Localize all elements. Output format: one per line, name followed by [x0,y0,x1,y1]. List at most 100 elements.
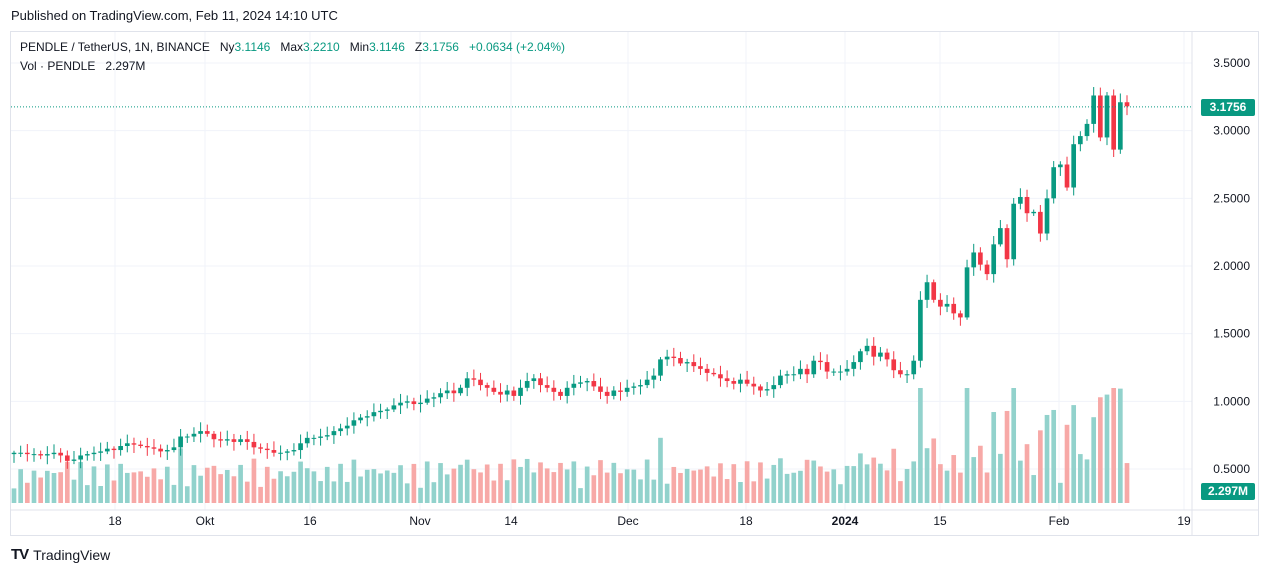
volume-bar [338,463,343,503]
volume-bar [1071,405,1077,503]
candle-body [191,433,197,437]
candle-body [311,437,317,439]
candle-body [158,448,163,452]
candle-body [124,443,130,446]
symbol-label[interactable]: PENDLE / TetherUS, 1N, BINANCE [20,40,210,54]
candle-body [744,379,750,384]
candle-body [871,345,877,357]
candle-body [584,381,590,383]
candle-body [991,244,997,275]
candle-body [211,433,217,440]
candle-body [204,431,210,434]
candle-body [511,390,517,396]
volume-bar [1084,459,1090,503]
candle-body [458,387,463,394]
candle-body [911,360,917,375]
volume-bar [1111,388,1117,503]
volume-bar [191,465,197,503]
volume-bar [784,473,790,503]
candle-body [878,352,883,357]
volume-bar [418,487,423,503]
candle-body [138,444,143,446]
volume-bar [51,473,57,503]
candle-body [58,452,63,456]
candle-body [931,282,937,300]
volume-bar [398,465,403,503]
candle-body [351,420,357,426]
volume-bar [231,476,237,503]
volume-bar [1058,482,1063,503]
candle-body [1124,102,1130,107]
volume-bar [158,479,163,503]
volume-bar [344,481,350,503]
volume-bar [658,437,663,503]
candle-body [231,439,237,442]
volume-bar [931,438,937,503]
volume-bar [858,453,863,503]
candle-body [564,387,570,396]
candle-body [531,378,537,382]
candle-body [551,387,557,392]
volume-bar [111,480,117,503]
candle-body [258,447,263,449]
candle-body [184,436,190,438]
volume-value: 2.297M [105,59,146,73]
candle-body [1091,95,1097,124]
candle-body [664,356,670,360]
volume-bar [371,469,377,503]
volume-bar [504,480,510,503]
candle-body [24,452,30,455]
candle-body [944,303,950,307]
candle-body [904,374,910,376]
candle-body [164,450,170,452]
tradingview-logo-icon[interactable]: TV [11,546,29,563]
candle-body [791,374,797,376]
y-tick-label: 2.5000 [1213,191,1250,205]
volume-bar [771,464,777,503]
volume-bar [478,472,483,503]
volume-bar [738,482,743,503]
volume-bar [951,455,957,503]
candle-body [604,391,610,396]
volume-bar [258,486,263,503]
volume-bar [551,472,557,503]
volume-bar [978,445,983,503]
candle-body [391,405,397,410]
low-value: 3.1146 [369,40,405,54]
y-tick-label: 1.5000 [1213,327,1250,341]
volume-bar [824,471,830,503]
candle-body [51,452,57,455]
volume-bar [1011,388,1017,503]
candle-body [958,313,963,318]
volume-bar [904,469,910,503]
volume-bar [284,476,290,503]
x-tick-label: 15 [933,514,947,528]
candle-body [971,252,977,268]
close-label: Z [414,40,423,54]
volume-bar [831,469,837,503]
candle-body [924,282,930,300]
volume-bar [704,466,710,503]
candle-body [431,397,437,399]
volume-bar [124,472,130,503]
candle-body [464,378,470,388]
volume-bar [491,480,497,503]
change-value: +0.0634 (+2.04%) [468,40,566,54]
volume-bar [164,466,170,503]
volume-bar [444,474,450,503]
volume-bar [1018,460,1023,503]
volume-bar [31,470,37,503]
chart-frame[interactable] [10,31,1259,536]
volume-bar [671,466,677,503]
volume-bar [458,464,463,503]
candle-body [478,379,483,386]
candle-body [451,390,457,394]
candle-body [964,267,970,318]
candle-body [484,385,490,388]
candle-body [358,417,363,421]
volume-bar [138,471,143,503]
volume-label[interactable]: Vol · PENDLE [20,59,96,73]
candle-body [218,439,223,441]
volume-bar [1024,444,1030,503]
